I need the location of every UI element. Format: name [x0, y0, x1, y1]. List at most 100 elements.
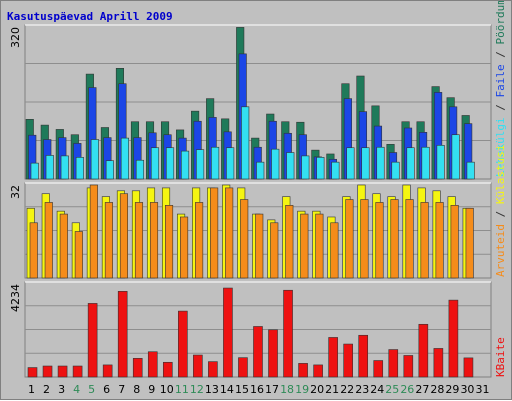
day-tick-label: 27: [415, 383, 429, 396]
panel-3-ymax-label: 4234: [9, 284, 22, 312]
sites-bar: [315, 213, 324, 279]
day-tick-label: 8: [133, 383, 140, 396]
kbytes-bar: [102, 364, 113, 378]
legend-kbytes: KBaite: [494, 337, 507, 377]
pages-bar: [391, 161, 400, 180]
kbytes-bar: [132, 358, 143, 378]
day-tick-label: 14: [220, 383, 234, 396]
pages-bar: [90, 139, 99, 180]
pages-bar: [45, 155, 54, 180]
pages-bar: [181, 150, 190, 180]
day-tick-label: 30: [460, 383, 474, 396]
day-tick-label: 9: [148, 383, 155, 396]
kbytes-bar: [57, 365, 68, 378]
day-tick-label: 26: [400, 383, 414, 396]
kbytes-bar: [42, 365, 53, 378]
kbytes-bar: [343, 343, 353, 378]
pages-bar: [361, 147, 370, 180]
sites-bar: [59, 213, 68, 279]
pages-bar: [120, 137, 129, 180]
sites-bar: [285, 205, 294, 279]
pages-bar: [241, 106, 250, 180]
pages-bar: [436, 145, 445, 180]
sites-bar: [195, 202, 204, 279]
sites-bar: [330, 222, 339, 279]
kbytes-bar: [238, 357, 248, 378]
sites-bar: [345, 199, 354, 279]
pages-bar: [421, 146, 430, 180]
sites-bar: [74, 231, 83, 279]
legend-visits: Külastusi: [494, 145, 507, 205]
pages-bar: [451, 134, 460, 180]
legend-pages: Lehekülgi: [494, 117, 507, 177]
day-tick-label: 13: [205, 383, 219, 396]
kbytes-bar: [418, 323, 429, 378]
day-tick-label: 3: [58, 383, 65, 396]
pages-bar: [196, 149, 205, 180]
day-tick-label: 19: [295, 383, 309, 396]
day-tick-label: 23: [355, 383, 369, 396]
day-tick-label: 21: [325, 383, 339, 396]
pages-bar: [376, 146, 385, 180]
pages-bar: [331, 161, 340, 180]
day-tick-label: 7: [118, 383, 125, 396]
day-tick-label: 6: [103, 383, 110, 396]
kbytes-bar: [388, 349, 399, 378]
legend-files: Faile: [494, 64, 507, 97]
kbytes-bar: [268, 329, 278, 378]
sites-bar: [29, 222, 38, 279]
legend-separator: /: [494, 45, 507, 65]
day-tick-label: 10: [160, 383, 174, 396]
pages-bar: [226, 147, 235, 180]
legend-bottom-panel: KBaite: [494, 337, 507, 377]
pages-bar: [256, 161, 265, 180]
kbytes-bar: [162, 361, 173, 378]
sites-bar: [390, 199, 399, 279]
legend-middle-panel: Arvuteid / Külastusi: [494, 145, 507, 277]
kbytes-bar: [403, 355, 414, 378]
sites-bar: [89, 184, 98, 279]
kbytes-bar: [208, 361, 218, 378]
pages-bar: [165, 147, 175, 180]
sites-bar: [360, 199, 369, 279]
sites-bar: [405, 199, 414, 279]
day-tick-label: 31: [475, 383, 489, 396]
day-tick-label: 20: [310, 383, 324, 396]
legend-sites: Arvuteid: [494, 224, 507, 277]
pages-bar: [346, 147, 355, 180]
kbytes-bar: [448, 299, 459, 378]
day-tick-label: 28: [430, 383, 444, 396]
day-tick-label: 11: [175, 383, 189, 396]
sites-bar: [465, 207, 474, 279]
pages-bar: [75, 157, 84, 180]
chart-title: Kasutuspäevad Aprill 2009: [7, 10, 173, 23]
sites-bar: [420, 202, 429, 279]
day-tick-label: 18: [280, 383, 294, 396]
sites-bar: [240, 199, 249, 279]
kbytes-bar: [178, 310, 188, 378]
sites-bar: [210, 187, 219, 279]
kbytes-bar: [463, 357, 474, 378]
pages-bar: [135, 159, 145, 180]
pages-bar: [301, 155, 310, 180]
legend-hits: Pöördumisi: [494, 1, 507, 45]
pages-bar: [60, 155, 69, 180]
kbytes-bar: [358, 334, 369, 378]
kbytes-bar: [117, 291, 128, 378]
sites-bar: [300, 213, 309, 279]
day-tick-label: 4: [73, 383, 80, 396]
kbytes-bar: [433, 348, 444, 378]
legend-separator: /: [494, 204, 507, 224]
day-tick-label: 5: [88, 383, 95, 396]
pages-bar: [406, 147, 415, 180]
legend-separator: /: [494, 98, 507, 118]
sites-bar: [149, 202, 159, 279]
kbytes-bar: [72, 365, 83, 378]
sites-bar: [375, 202, 384, 279]
kbytes-bar: [147, 351, 158, 378]
panel-2-ymax-label: 32: [9, 185, 22, 199]
kbytes-bar: [328, 337, 338, 378]
kbytes-bar: [313, 364, 323, 378]
kbytes-bar: [223, 287, 233, 378]
